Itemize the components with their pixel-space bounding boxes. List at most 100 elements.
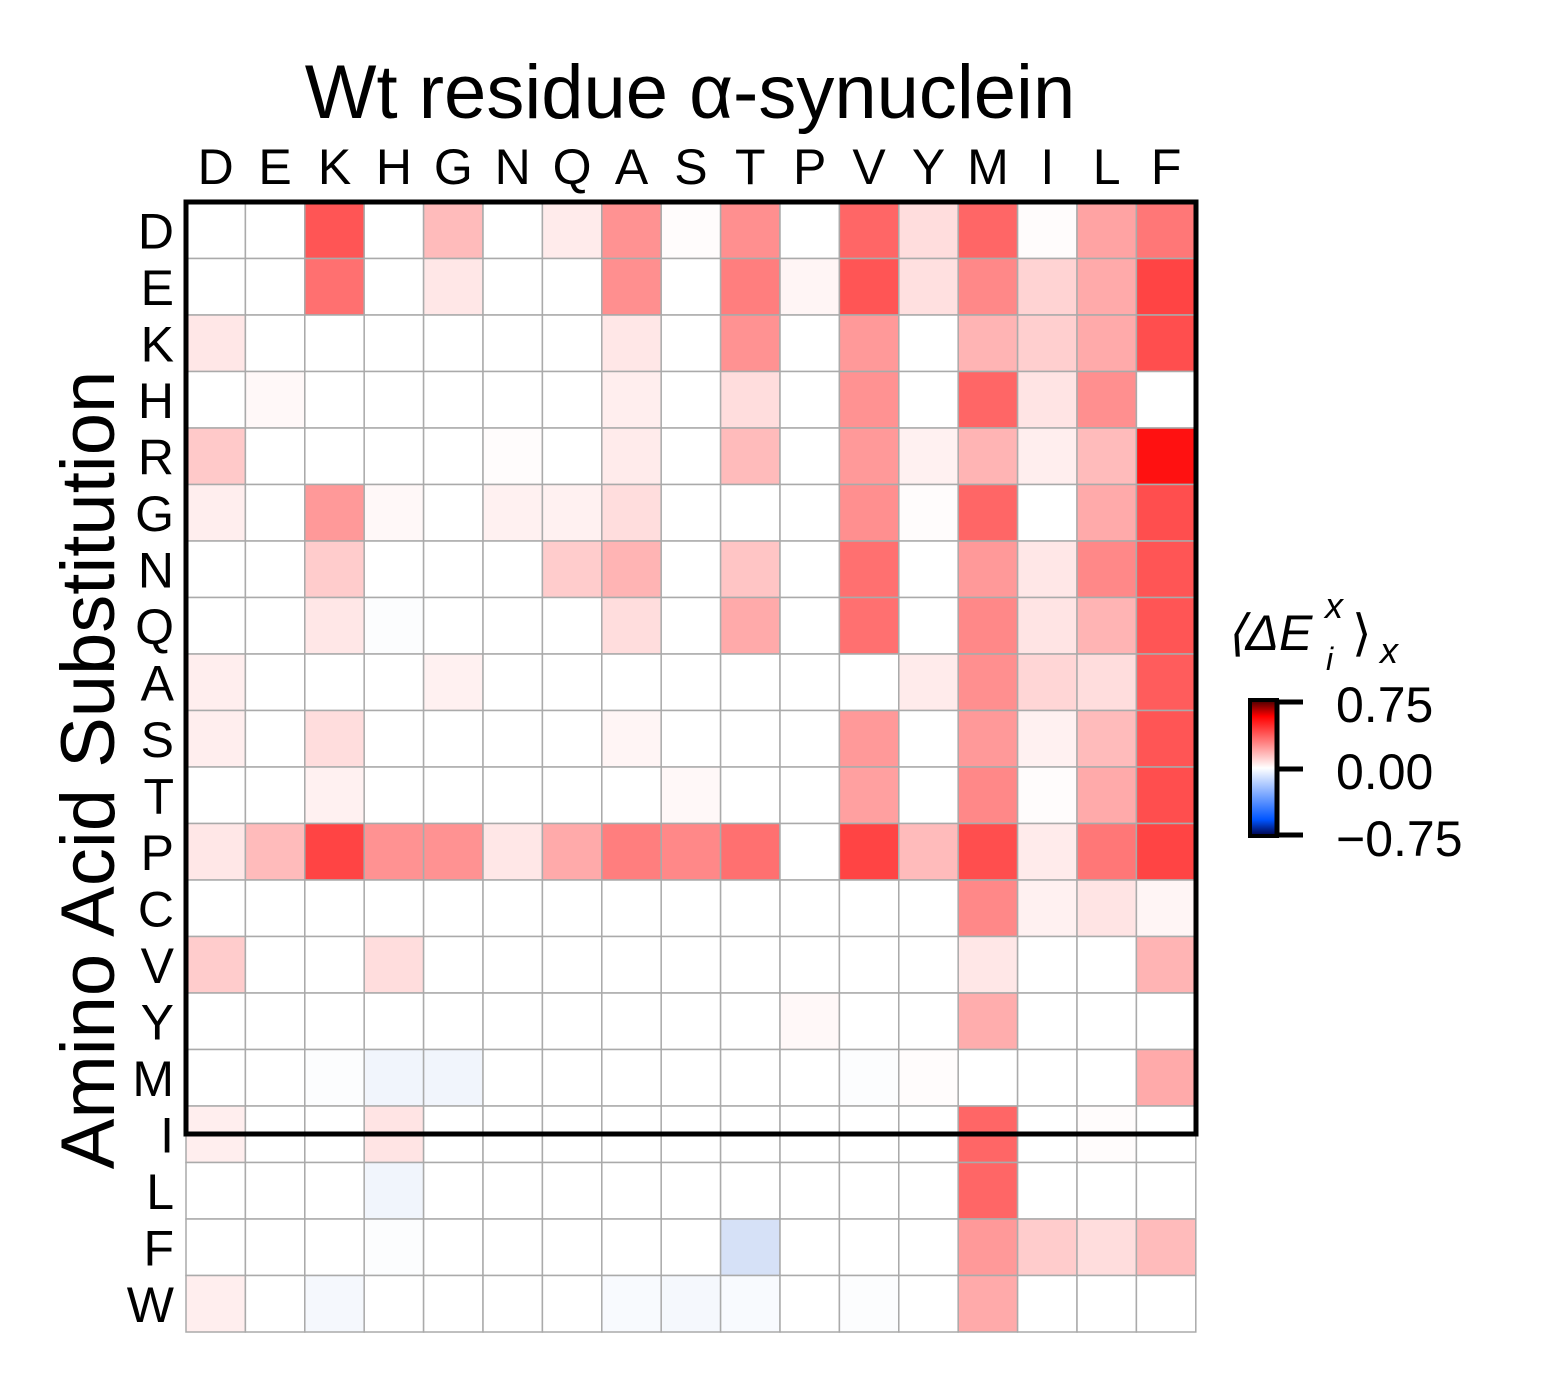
heatmap-cell-W-S [660,1274,722,1333]
y-tick-label-W: W [127,1277,175,1333]
colorbar-tick-max: 0.75 [1336,677,1433,733]
heatmap-cell-V-P [779,935,841,994]
heatmap-cell-D-I [1016,201,1078,260]
heatmap-cell-K-P [779,314,841,373]
heatmap-cell-Q-S [660,596,722,655]
heatmap-cell-Y-V [838,992,900,1051]
heatmap-cell-F-F [1135,1218,1197,1277]
y-tick-label-N: N [138,542,174,598]
heatmap-cell-R-H [363,427,425,486]
y-tick-label-R: R [138,429,174,485]
heatmap-cell-K-N [482,314,544,373]
heatmap-cell-D-E [244,201,306,260]
heatmap-cell-H-F [1135,370,1197,429]
y-tick-label-T: T [143,768,174,824]
svg-text:x: x [1323,585,1345,626]
heatmap-cell-Y-Y [898,992,959,1051]
heatmap-cell-E-N [482,257,544,316]
heatmap-cell-R-F [1135,427,1197,486]
heatmap-cell-C-G [422,879,484,938]
heatmap-cell-W-M [957,1274,1019,1333]
svg-text:⟨ΔE: ⟨ΔE [1226,605,1313,661]
heatmap-cell-P-E [244,822,306,881]
y-tick-label-V: V [141,938,175,994]
heatmap-cell-F-V [838,1218,900,1277]
heatmap-cell-K-G [422,314,484,373]
heatmap-cell-W-N [482,1274,544,1333]
heatmap-cell-Q-A [601,596,662,655]
x-tick-label-P: P [793,139,826,195]
heatmap-cell-R-K [304,427,365,486]
heatmap-cell-S-A [601,709,662,768]
heatmap-cell-S-F [1135,709,1197,768]
heatmap-cell-S-T [719,709,781,768]
heatmap-cell-E-Y [898,257,959,316]
heatmap-cell-S-N [482,709,544,768]
heatmap-cell-V-L [1076,935,1138,994]
heatmap-cell-L-G [422,1161,484,1220]
heatmap-cell-Q-G [422,596,484,655]
heatmap-cell-P-Y [898,822,959,881]
x-tick-label-E: E [258,139,291,195]
heatmap-cell-D-G [422,201,484,260]
heatmap-cell-F-D [185,1218,247,1277]
heatmap-cell-P-V [838,822,900,881]
heatmap-cell-D-A [601,201,662,260]
heatmap-cell-H-E [244,370,306,429]
heatmap-cell-H-I [1016,370,1078,429]
heatmap-cell-F-A [601,1218,662,1277]
x-tick-label-H: H [376,139,412,195]
heatmap-cell-M-T [719,1048,781,1107]
y-tick-label-G: G [135,486,174,542]
heatmap-cell-H-M [957,370,1019,429]
heatmap-cell-G-M [957,483,1019,542]
heatmap-cell-D-S [660,201,722,260]
heatmap-cell-A-I [1016,653,1078,712]
heatmap-cell-K-V [838,314,900,373]
heatmap-cell-Q-I [1016,596,1078,655]
heatmap-cell-P-P [779,822,841,881]
heatmap-cell-S-I [1016,709,1078,768]
heatmap-cell-H-K [304,370,365,429]
heatmap-cell-N-T [719,540,781,599]
heatmap-cell-T-E [244,766,306,825]
heatmap-cell-R-N [482,427,544,486]
heatmap-cell-F-S [660,1218,722,1277]
heatmap-cell-H-T [719,370,781,429]
heatmap-cell-L-S [660,1161,722,1220]
heatmap-cell-L-V [838,1161,900,1220]
y-tick-label-S: S [141,712,174,768]
heatmap-cell-G-I [1016,483,1078,542]
heatmap-cell-Q-Q [541,596,603,655]
heatmap-cell-N-M [957,540,1019,599]
heatmap-cell-Q-E [244,596,306,655]
heatmap-cell-L-L [1076,1161,1138,1220]
heatmap-cell-Y-M [957,992,1019,1051]
x-tick-label-Y: Y [912,139,945,195]
heatmap-cell-Y-T [719,992,781,1051]
heatmap-cell-C-Q [541,879,603,938]
heatmap-cell-K-I [1016,314,1078,373]
heatmap-cell-M-M [957,1048,1019,1107]
heatmap-cell-D-L [1076,201,1138,260]
heatmap-cell-F-G [422,1218,484,1277]
heatmap-cell-L-A [601,1161,662,1220]
heatmap-cell-K-H [363,314,425,373]
heatmap-cell-N-S [660,540,722,599]
heatmap-cell-G-L [1076,483,1138,542]
heatmap-cell-N-K [304,540,365,599]
heatmap-cell-T-I [1016,766,1078,825]
heatmap-cell-A-D [185,653,247,712]
heatmap-cell-Y-I [1016,992,1078,1051]
heatmap-cell-C-V [838,879,900,938]
heatmap-cell-D-Y [898,201,959,260]
heatmap-cell-W-F [1135,1274,1197,1333]
heatmap-cell-G-H [363,483,425,542]
heatmap-cell-D-D [185,201,247,260]
heatmap-cell-K-T [719,314,781,373]
heatmap-cell-S-Y [898,709,959,768]
heatmap-cell-M-H [363,1048,425,1107]
heatmap-cell-A-M [957,653,1019,712]
y-tick-label-A: A [141,655,175,711]
